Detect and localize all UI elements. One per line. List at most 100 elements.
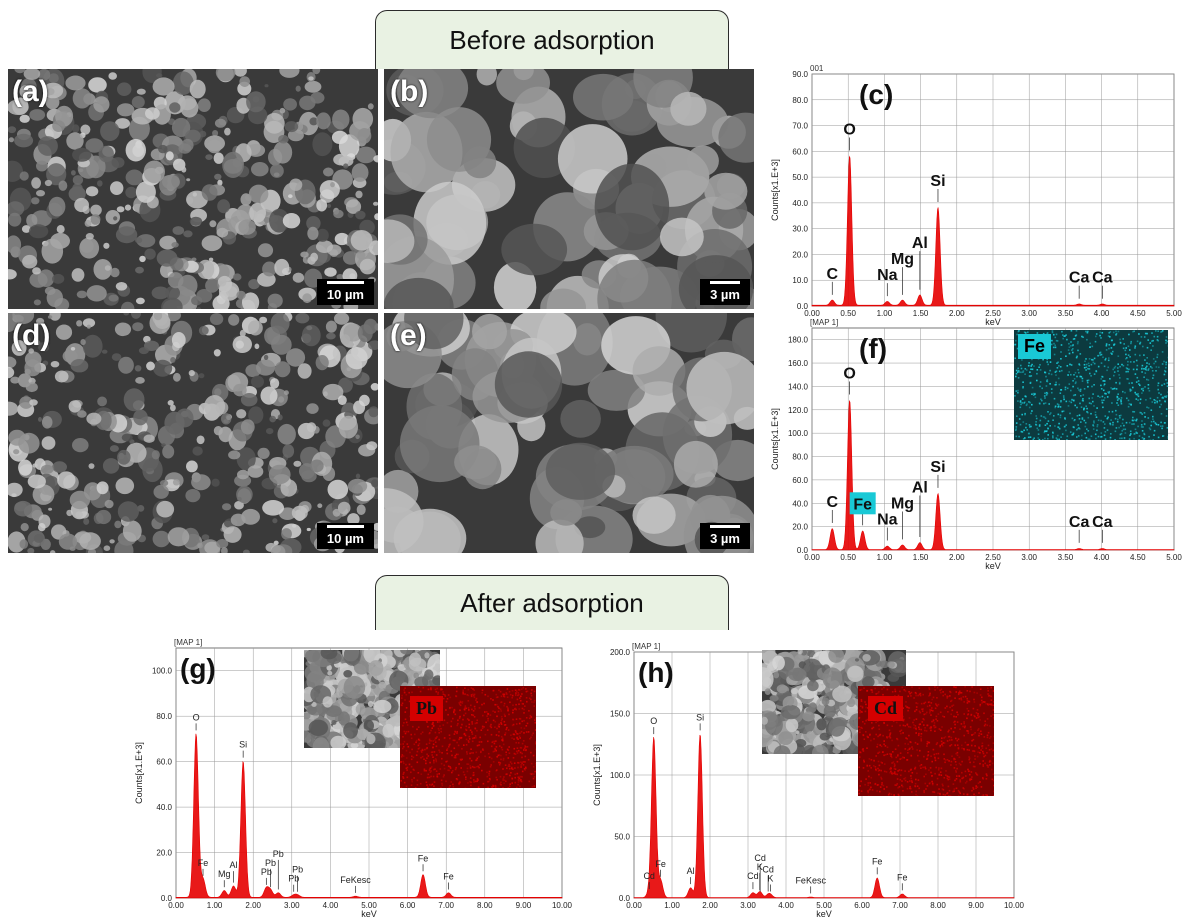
map-pixel (506, 726, 508, 729)
map-pixel (886, 736, 888, 738)
map-pixel (1059, 414, 1062, 417)
map-pixel (481, 689, 484, 692)
grain (14, 69, 26, 74)
map-pixel (1087, 379, 1090, 381)
map-pixel (958, 691, 960, 694)
map-pixel (979, 688, 982, 690)
map-pixel (931, 720, 933, 723)
map-pixel (948, 760, 950, 762)
map-pixel (1036, 427, 1039, 430)
grain (332, 508, 341, 517)
map-pixel (503, 779, 506, 782)
grain (322, 419, 331, 427)
map-pixel (956, 775, 958, 777)
map-pixel (520, 775, 523, 778)
map-pixel (509, 761, 512, 763)
map-pixel (926, 755, 929, 757)
map-pixel (970, 728, 972, 731)
map-pixel (1046, 379, 1049, 381)
map-pixel (982, 701, 985, 703)
map-pixel (946, 793, 948, 795)
map-pixel (492, 761, 495, 763)
peak-label: Mg (891, 251, 914, 268)
map-pixel (936, 783, 938, 786)
y-tick-label: 30.0 (792, 225, 808, 234)
map-pixel (406, 766, 409, 769)
map-pixel (521, 707, 524, 710)
x-tick-label: 5.00 (816, 901, 832, 910)
grain (270, 313, 290, 334)
map-pixel (930, 709, 933, 712)
map-pixel (442, 775, 445, 778)
map-pixel (1112, 331, 1115, 334)
map-pixel (910, 755, 913, 757)
grain (228, 450, 241, 460)
map-pixel (432, 740, 434, 742)
map-pixel (510, 762, 513, 765)
map-pixel (435, 745, 438, 748)
map-pixel (990, 686, 992, 689)
map-pixel (968, 758, 970, 761)
grain (47, 315, 53, 319)
map-pixel (500, 722, 502, 724)
peak-label: Si (239, 740, 247, 750)
map-pixel (453, 756, 456, 759)
map-pixel (858, 792, 860, 795)
map-pixel (474, 735, 477, 737)
map-pixel (533, 699, 536, 702)
map-pixel (1054, 405, 1057, 408)
map-pixel (1113, 387, 1116, 390)
map-pixel (432, 756, 434, 758)
map-pixel (883, 740, 885, 742)
map-pixel (469, 765, 472, 767)
map-pixel (459, 701, 462, 704)
map-pixel (1090, 375, 1092, 377)
map-pixel (1084, 425, 1087, 428)
map-pixel (1083, 366, 1086, 369)
map-pixel (1113, 371, 1116, 373)
map-pixel (464, 687, 466, 689)
map-pixel (533, 701, 535, 704)
grain (496, 69, 550, 104)
map-pixel (1151, 340, 1153, 342)
grain (167, 527, 190, 547)
grain (72, 183, 83, 194)
map-pixel (992, 779, 994, 782)
map-pixel (891, 691, 894, 693)
map-pixel (1161, 425, 1164, 427)
map-pixel (460, 736, 463, 739)
map-pixel (942, 691, 944, 693)
map-pixel (480, 751, 482, 754)
grain (50, 361, 60, 368)
grain (236, 409, 247, 419)
map-pixel (520, 764, 522, 766)
map-pixel (1049, 413, 1051, 416)
map-pixel (886, 753, 889, 755)
map-pixel (888, 792, 891, 795)
map-pixel (920, 764, 923, 766)
map-pixel (429, 739, 431, 742)
grain (454, 445, 497, 480)
map-pixel (533, 776, 536, 778)
map-pixel (1022, 387, 1024, 389)
map-pixel (480, 750, 482, 753)
map-pixel (1053, 342, 1055, 345)
map-pixel (522, 740, 525, 742)
grain (240, 193, 252, 206)
map-pixel (907, 749, 909, 751)
peak-label: Al (912, 479, 928, 496)
map-pixel (938, 788, 940, 790)
grain (323, 167, 334, 177)
map-pixel (456, 730, 458, 733)
map-pixel (1031, 386, 1034, 389)
map-pixel (1036, 379, 1038, 382)
map-pixel (524, 747, 526, 749)
map-pixel (1067, 405, 1070, 407)
map-pixel (482, 749, 485, 751)
map-pixel (1038, 424, 1041, 426)
map-pixel (1052, 431, 1054, 434)
map-pixel (1102, 380, 1105, 382)
map-pixel (514, 730, 517, 732)
grain (21, 225, 31, 233)
map-pixel (859, 756, 861, 758)
